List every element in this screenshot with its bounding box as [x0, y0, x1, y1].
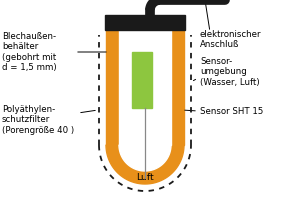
Text: Luft: Luft — [136, 173, 154, 182]
Bar — [106, 30, 119, 145]
Bar — [171, 30, 184, 145]
Text: Sensor-
umgebung
(Wasser, Luft): Sensor- umgebung (Wasser, Luft) — [200, 57, 260, 87]
Bar — [119, 30, 171, 145]
Text: Polyäthylen-
schutzfilter
(Porengröße 40 ): Polyäthylen- schutzfilter (Porengröße 40… — [2, 105, 74, 135]
Text: Blechaußen-
behälter
(gebohrt mit
d = 1,5 mm): Blechaußen- behälter (gebohrt mit d = 1,… — [2, 32, 57, 72]
Polygon shape — [106, 145, 184, 184]
Text: Sensor SHT 15: Sensor SHT 15 — [200, 108, 263, 116]
Text: elektronischer
Anschluß: elektronischer Anschluß — [200, 30, 262, 49]
Polygon shape — [119, 145, 171, 171]
Bar — [105, 15, 185, 30]
Bar — [132, 52, 152, 108]
